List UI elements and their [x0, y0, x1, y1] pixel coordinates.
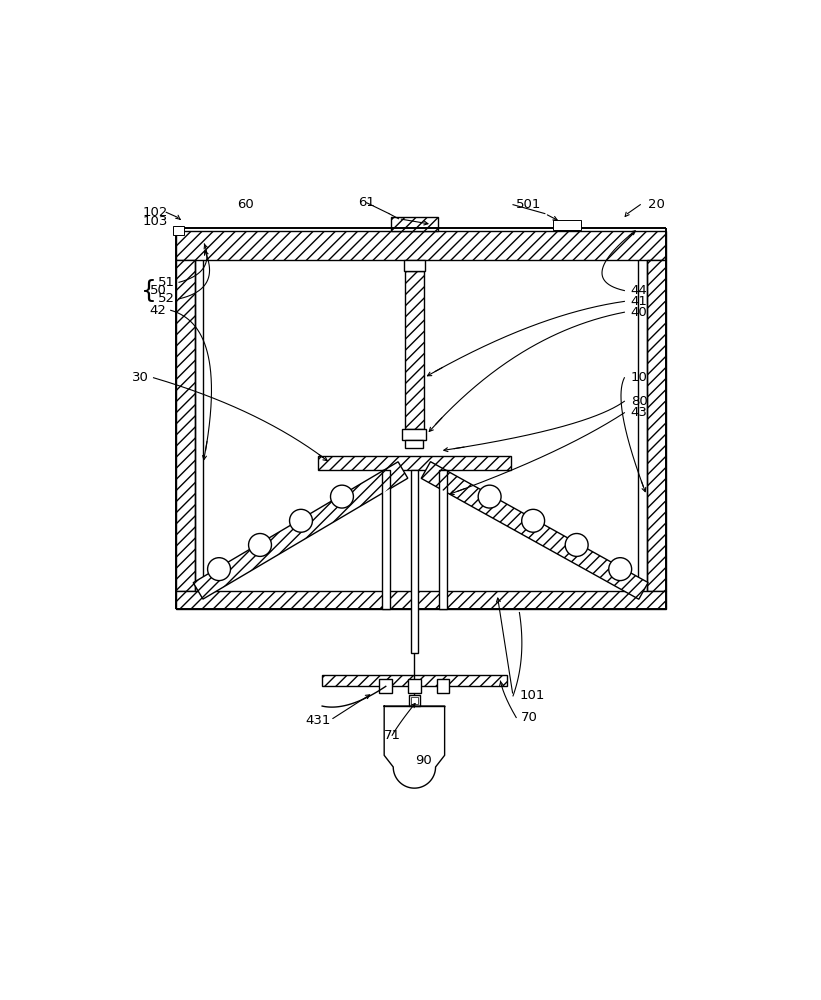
Bar — [318, 456, 511, 470]
Text: 101: 101 — [520, 689, 545, 702]
Bar — [553, 220, 581, 230]
Bar — [439, 470, 447, 609]
Text: 41: 41 — [631, 295, 648, 308]
Text: 10: 10 — [631, 371, 648, 384]
Bar — [402, 429, 426, 440]
Bar — [172, 226, 184, 235]
Text: 501: 501 — [516, 198, 542, 211]
Polygon shape — [384, 706, 445, 788]
Circle shape — [521, 509, 544, 532]
Bar — [176, 591, 666, 609]
Bar — [176, 591, 666, 609]
Circle shape — [249, 534, 272, 556]
Text: 60: 60 — [237, 198, 255, 211]
Text: 20: 20 — [648, 198, 665, 211]
Bar — [382, 470, 390, 609]
Text: 50: 50 — [149, 284, 167, 297]
Text: 44: 44 — [631, 284, 648, 297]
Bar — [318, 456, 511, 470]
Bar — [408, 679, 421, 693]
Bar — [647, 260, 666, 591]
Text: 30: 30 — [132, 371, 149, 384]
Circle shape — [290, 509, 313, 532]
Text: 51: 51 — [158, 276, 175, 289]
Text: 431: 431 — [305, 714, 330, 727]
Bar — [322, 675, 507, 686]
Bar — [410, 470, 418, 653]
Bar — [410, 697, 418, 704]
Bar — [404, 260, 424, 271]
Bar — [176, 231, 666, 260]
Text: 102: 102 — [142, 206, 167, 219]
Bar — [405, 271, 424, 429]
Text: 52: 52 — [158, 292, 175, 305]
Text: {: { — [141, 279, 157, 303]
Circle shape — [565, 534, 588, 556]
Circle shape — [331, 485, 353, 508]
Text: 61: 61 — [358, 196, 375, 209]
Bar — [176, 231, 666, 260]
Text: 103: 103 — [142, 215, 167, 228]
Bar — [322, 675, 507, 686]
Text: 71: 71 — [383, 729, 401, 742]
Bar — [379, 679, 392, 693]
Bar — [437, 679, 449, 693]
Text: 80: 80 — [631, 395, 648, 408]
Text: 70: 70 — [521, 711, 538, 724]
Bar — [406, 440, 424, 448]
Bar — [176, 260, 195, 591]
Bar — [391, 217, 438, 231]
Bar — [405, 271, 424, 429]
Circle shape — [478, 485, 501, 508]
Text: 43: 43 — [631, 406, 648, 419]
Text: 42: 42 — [149, 304, 167, 317]
Bar — [391, 217, 438, 231]
Circle shape — [208, 558, 231, 581]
Text: 40: 40 — [631, 306, 648, 319]
Bar — [647, 260, 666, 591]
Polygon shape — [193, 462, 408, 599]
Polygon shape — [421, 462, 648, 599]
Bar — [409, 695, 420, 706]
Circle shape — [608, 558, 631, 581]
Bar — [176, 260, 195, 591]
Text: 90: 90 — [415, 754, 433, 767]
